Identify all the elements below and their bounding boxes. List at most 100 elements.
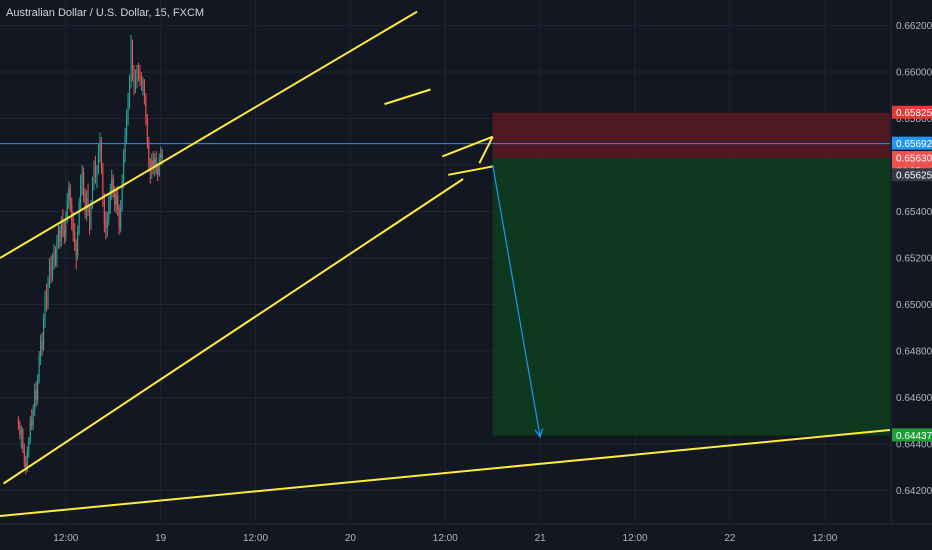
candle (129, 74, 130, 109)
candle-body (28, 442, 29, 451)
candle-body (34, 391, 35, 410)
candle (105, 212, 106, 240)
candle (99, 132, 100, 162)
price-tag-text: 0.65625 (896, 171, 932, 182)
candle (36, 381, 37, 407)
candle-body (128, 100, 129, 119)
candle (108, 195, 109, 225)
candle (138, 63, 139, 82)
candle (139, 65, 140, 86)
x-tick-label: 12:00 (812, 533, 837, 544)
candle-body (92, 184, 93, 205)
candle-body (22, 430, 23, 451)
candle (136, 65, 137, 88)
candle (89, 205, 90, 235)
candle-body (40, 342, 41, 356)
candle-body (55, 251, 56, 263)
x-tick-label: 20 (345, 533, 357, 544)
candle (34, 384, 35, 417)
candle (39, 351, 40, 384)
candle (22, 428, 23, 454)
candle-body (45, 298, 46, 319)
candle-body (108, 202, 109, 218)
x-tick-label: 12:00 (623, 533, 648, 544)
x-tick-label: 12:00 (243, 533, 268, 544)
candle-body (132, 44, 133, 74)
candle-body (62, 223, 63, 230)
candle-body (114, 193, 115, 205)
candle (150, 158, 151, 184)
candle (141, 72, 142, 91)
candle (131, 35, 132, 88)
candle-body (48, 281, 49, 304)
candle (53, 244, 54, 270)
candle (156, 151, 157, 174)
candle (104, 193, 105, 233)
candle (49, 258, 50, 288)
y-tick-label: 0.65000 (896, 300, 932, 311)
candle-body (107, 218, 108, 227)
y-tick-label: 0.64200 (896, 486, 932, 497)
candle-body (162, 153, 163, 158)
candle-body (42, 342, 43, 349)
candle (56, 235, 57, 268)
candle-body (24, 451, 25, 463)
candle (80, 174, 81, 211)
candle-body (148, 142, 149, 165)
candle (142, 77, 143, 96)
y-tick-label: 0.66000 (896, 68, 932, 79)
candle-body (90, 205, 91, 226)
candle (18, 416, 19, 430)
candle (43, 314, 44, 351)
candle (93, 160, 94, 190)
candle-body (95, 167, 96, 176)
candle (85, 188, 86, 218)
candle-body (58, 230, 59, 239)
candle (48, 277, 49, 310)
candle (132, 40, 133, 82)
candle-body (86, 198, 87, 212)
x-tick-label: 22 (724, 533, 736, 544)
candle-body (68, 188, 69, 200)
candle (31, 409, 32, 430)
candle-body (83, 172, 84, 195)
candle-body (123, 156, 124, 182)
candle (128, 93, 129, 126)
candle-body (93, 167, 94, 183)
candle-body (98, 151, 99, 172)
candle-body (117, 195, 118, 209)
candle (28, 437, 29, 458)
candle (76, 239, 77, 269)
candle (33, 404, 34, 430)
candle (117, 186, 118, 216)
candle (120, 200, 121, 233)
candle (19, 421, 20, 440)
candle (58, 223, 59, 249)
candle (123, 149, 124, 189)
candle-body (64, 230, 65, 237)
candle (79, 198, 80, 235)
price-tag-text: 0.65630 (896, 154, 932, 165)
candle (135, 70, 136, 93)
candle (46, 284, 47, 312)
candle (113, 174, 114, 197)
candle (65, 212, 66, 242)
candle (30, 416, 31, 444)
candle (122, 174, 123, 211)
candle (148, 137, 149, 172)
candle-body (144, 81, 145, 97)
candle (144, 79, 145, 105)
candle-body (138, 70, 139, 75)
candle-body (46, 298, 47, 305)
candle (116, 188, 117, 214)
candle (40, 335, 41, 365)
candle-body (147, 119, 148, 142)
candle-body (159, 158, 160, 174)
x-tick-label: 19 (155, 533, 167, 544)
candle-body (80, 184, 81, 203)
candle-body (88, 198, 89, 210)
take-profit-zone (493, 158, 890, 435)
candle (96, 165, 97, 188)
price-tag-text: 0.64437 (896, 431, 932, 442)
